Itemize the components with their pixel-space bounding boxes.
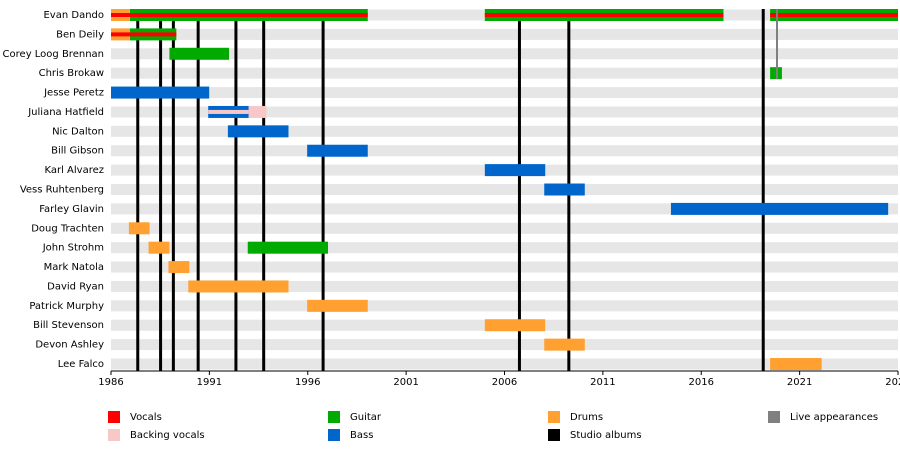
role-bar <box>307 299 368 312</box>
vocal-bar <box>484 13 724 17</box>
member-label: Evan Dando <box>43 10 104 21</box>
legend-swatch <box>328 411 340 423</box>
row-band <box>111 339 898 351</box>
x-tick-label: 2026 <box>885 377 900 388</box>
role-bar <box>484 164 546 177</box>
role-bar <box>227 125 289 138</box>
member-label: Lee Falco <box>58 359 104 370</box>
member-label: David Ryan <box>47 281 104 292</box>
row-band <box>111 280 898 292</box>
row-band <box>111 261 898 273</box>
x-tick-label: 2001 <box>393 377 418 388</box>
member-label: Mark Natola <box>44 262 104 273</box>
role-bar <box>148 241 170 254</box>
member-label: Patrick Murphy <box>29 301 104 312</box>
row-band <box>111 145 898 157</box>
member-label: Corey Loog Brennan <box>3 49 104 60</box>
legend-label: Guitar <box>350 412 382 423</box>
row-band <box>111 28 898 40</box>
legend-swatch <box>548 411 560 423</box>
legend-label: Drums <box>570 412 603 423</box>
row-band <box>111 48 898 60</box>
vocal-bar <box>208 109 249 114</box>
row-band <box>111 106 898 118</box>
row-band <box>111 300 898 312</box>
row-band <box>111 203 898 215</box>
member-label: Devon Ashley <box>35 340 104 351</box>
vocal-bar <box>770 13 898 17</box>
vocal-bar <box>248 105 267 118</box>
role-bar <box>128 222 150 235</box>
vocal-bar <box>111 32 177 37</box>
row-band <box>111 184 898 196</box>
x-tick-label: 1996 <box>295 377 320 388</box>
x-tick-label: 1991 <box>197 377 222 388</box>
role-bar <box>670 202 889 215</box>
member-label: Juliana Hatfield <box>27 107 104 118</box>
member-label: Karl Alvarez <box>44 165 104 176</box>
role-bar <box>168 261 190 274</box>
legend-swatch <box>548 429 560 441</box>
vocal-bar <box>111 13 368 17</box>
legend-swatch <box>768 411 780 423</box>
row-band <box>111 222 898 234</box>
role-bar <box>247 241 329 254</box>
member-label: Jesse Peretz <box>43 88 104 99</box>
member-label: Ben Deily <box>56 29 104 40</box>
member-label: John Strohm <box>42 243 104 254</box>
role-bar <box>188 280 289 293</box>
x-tick-label: 1986 <box>98 377 123 388</box>
row-band <box>111 125 898 137</box>
member-label: Chris Brokaw <box>39 68 104 79</box>
legend-swatch <box>108 411 120 423</box>
member-label: Nic Dalton <box>52 126 104 137</box>
row-band <box>111 87 898 99</box>
x-tick-label: 2016 <box>689 377 714 388</box>
legend-label: Live appearances <box>790 412 878 423</box>
row-band <box>111 358 898 370</box>
row-band <box>111 67 898 79</box>
legend-swatch <box>328 429 340 441</box>
role-bar <box>307 144 368 157</box>
legend-label: Studio albums <box>570 430 642 441</box>
role-bar <box>770 358 822 371</box>
member-label: Bill Gibson <box>51 146 104 157</box>
legend-label: Bass <box>350 430 373 441</box>
row-band <box>111 242 898 254</box>
role-bar <box>544 183 585 196</box>
member-label: Bill Stevenson <box>33 320 104 331</box>
legend-label: Vocals <box>130 412 162 423</box>
role-bar <box>111 86 210 99</box>
x-tick-label: 2021 <box>787 377 812 388</box>
role-bar <box>484 319 546 332</box>
legend-swatch <box>108 429 120 441</box>
x-tick-label: 2011 <box>590 377 615 388</box>
member-label: Farley Glavin <box>39 204 104 215</box>
x-tick-label: 2006 <box>492 377 517 388</box>
legend-label: Backing vocals <box>130 430 205 441</box>
member-label: Vess Ruhtenberg <box>20 185 104 196</box>
role-bar <box>169 47 230 60</box>
role-bar <box>544 338 585 351</box>
member-label: Doug Trachten <box>31 223 104 234</box>
